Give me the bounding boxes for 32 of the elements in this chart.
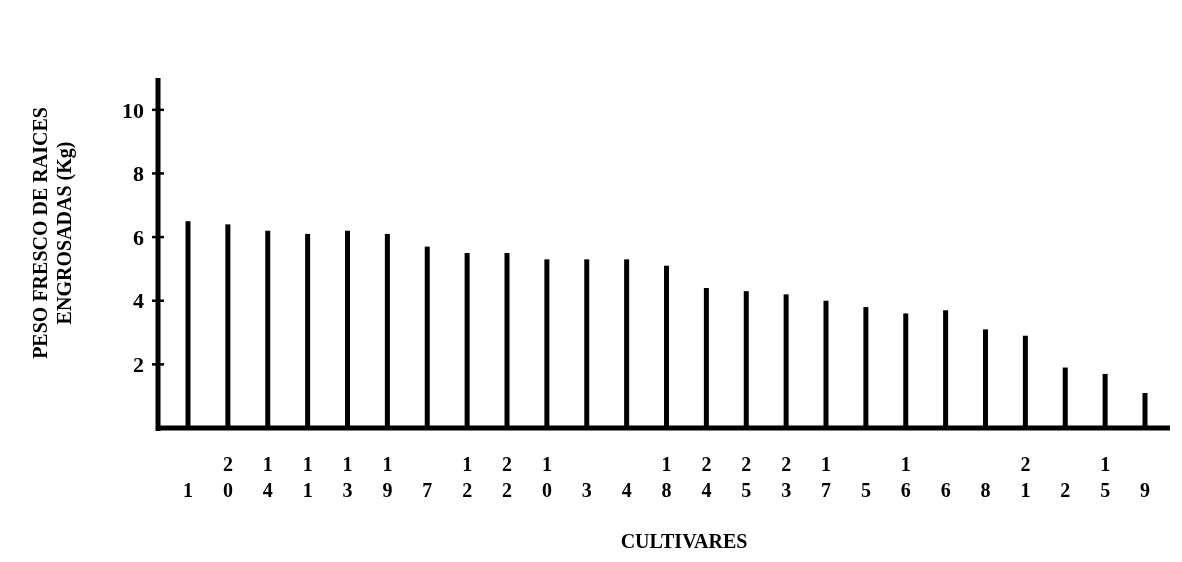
x-tick-label: 20 xyxy=(222,453,233,501)
y-tick-label: 6 xyxy=(133,224,144,250)
x-tick-label: 19 xyxy=(382,453,393,501)
x-tick-label: 4 xyxy=(621,479,632,501)
x-tick-label: 12 xyxy=(462,453,473,501)
x-tick-label: 16 xyxy=(900,453,911,501)
x-tick-label: 5 xyxy=(860,479,871,501)
x-tick-label: 9 xyxy=(1140,479,1150,501)
x-tick-label: 1 xyxy=(183,479,193,501)
x-tick-label: 10 xyxy=(541,453,552,501)
y-tick-label: 10 xyxy=(122,97,144,123)
x-tick-label: 22 xyxy=(502,453,512,501)
y-tick-label: 2 xyxy=(133,352,144,378)
x-tick-label: 23 xyxy=(781,453,792,501)
x-tick-label: 11 xyxy=(302,453,313,501)
x-tick-label: 2 xyxy=(1060,479,1071,501)
x-tick-label: 3 xyxy=(581,479,592,501)
x-tick-label: 18 xyxy=(661,453,672,501)
x-tick-label: 8 xyxy=(980,479,991,501)
x-tick-label: 15 xyxy=(1100,453,1111,501)
x-tick-label: 2 4 xyxy=(701,453,712,501)
x-tick-label: 14 xyxy=(262,453,273,501)
x-tick-label: 21 xyxy=(1020,453,1031,501)
x-tick-label: 6 xyxy=(940,479,951,501)
y-tick-label: 4 xyxy=(133,288,144,314)
y-tick-label: 8 xyxy=(133,161,144,187)
x-tick-label: 7 xyxy=(422,479,433,501)
x-axis-title: CULTIVARES xyxy=(620,530,748,552)
x-tick-label: 13 xyxy=(342,453,353,501)
x-tick-label: 25 xyxy=(741,453,752,501)
x-tick-label: 17 xyxy=(821,453,831,501)
y-axis-title: PESO FRESCO DE RAICES ENGROSADAS (Kg) xyxy=(29,107,76,359)
